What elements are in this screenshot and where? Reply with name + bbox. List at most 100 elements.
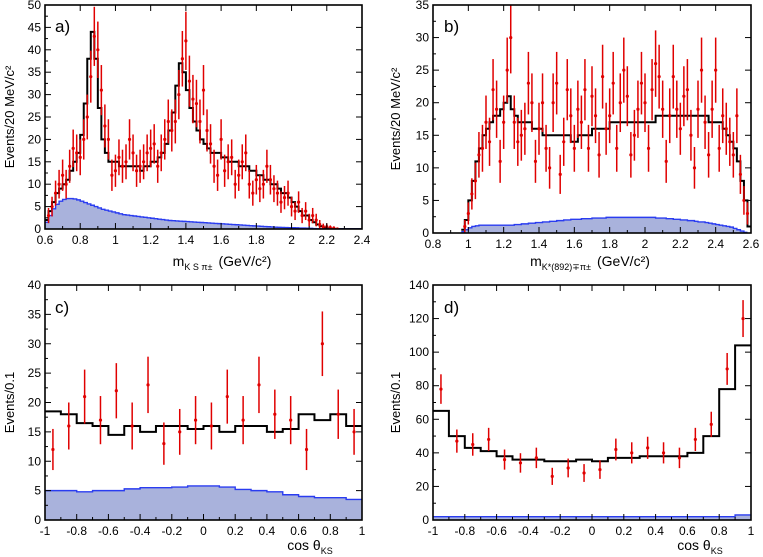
- data-point: [455, 429, 459, 453]
- y-tick-label: 30: [28, 337, 42, 351]
- y-tick-label: 25: [416, 63, 430, 77]
- data-point: [127, 119, 132, 160]
- data-point: [286, 180, 290, 206]
- data-point: [502, 449, 507, 470]
- data-point: [604, 102, 608, 155]
- data-point: [615, 124, 619, 172]
- data-point: [293, 202, 297, 221]
- data-point: [311, 207, 315, 224]
- data-point: [728, 117, 732, 166]
- data-point: [439, 374, 443, 404]
- data-point: [170, 109, 174, 152]
- data-point: [57, 169, 61, 199]
- fit-histogram: [45, 30, 362, 229]
- data-point: [495, 80, 499, 138]
- data-point: [735, 88, 739, 144]
- data-point: [233, 169, 237, 199]
- data-point: [282, 185, 287, 210]
- data-point: [646, 436, 650, 459]
- data-point: [533, 139, 538, 183]
- data-point: [572, 124, 576, 172]
- y-tick-label: 5: [34, 484, 41, 498]
- data-point: [304, 202, 308, 221]
- data-point: [247, 169, 251, 199]
- data-point: [650, 59, 654, 121]
- data-point: [502, 95, 506, 149]
- x-tick-label: 0.4: [259, 524, 276, 538]
- data-point: [544, 124, 548, 172]
- y-axis-label: Events/0.1: [2, 372, 17, 433]
- data-point: [114, 363, 118, 419]
- y-tick-label: 120: [409, 312, 429, 326]
- data-point: [110, 159, 114, 191]
- x-tick-label: 1.8: [601, 237, 618, 251]
- background-histogram: [45, 197, 362, 229]
- x-tick-label: 2.4: [707, 237, 724, 251]
- x-tick-label: 0.2: [227, 524, 244, 538]
- data-point: [289, 196, 294, 217]
- data-point: [320, 311, 324, 377]
- x-tick-label: -0.2: [550, 524, 571, 538]
- y-tick-label: 0: [422, 513, 429, 527]
- data-point: [265, 149, 269, 183]
- y-tick-label: 5: [34, 200, 41, 214]
- y-axis-label: Events/20 MeV/c²: [388, 67, 403, 170]
- x-tick-label: 2: [288, 233, 295, 247]
- y-tick-label: 15: [28, 155, 42, 169]
- data-point: [89, 50, 93, 103]
- axes-frame: [44, 284, 363, 521]
- x-axis-label: cos θKS: [677, 537, 722, 556]
- data-point: [201, 65, 206, 116]
- data-point: [145, 134, 149, 172]
- data-point: [639, 51, 644, 115]
- data-point: [565, 59, 569, 121]
- data-point: [68, 149, 72, 183]
- data-point: [668, 88, 672, 144]
- x-tick-label: 1.8: [248, 233, 265, 247]
- data-point: [187, 55, 192, 107]
- data-point: [509, 5, 513, 74]
- y-tick-label: 0: [34, 222, 41, 236]
- data-point: [742, 186, 746, 215]
- fit-histogram: [433, 344, 751, 463]
- data-point: [318, 220, 322, 229]
- data-point: [618, 73, 622, 133]
- data-point: [92, 6, 96, 66]
- x-tick-label: 0.8: [72, 233, 89, 247]
- x-axis-label: mK S π± (GeV/c²): [173, 253, 272, 272]
- x-tick-label: 2.6: [743, 237, 760, 251]
- data-point: [516, 117, 520, 166]
- data-point: [50, 196, 54, 217]
- y-tick-label: 30: [28, 88, 42, 102]
- data-point: [113, 154, 118, 187]
- data-point: [555, 51, 559, 115]
- x-axis-label: cos θKS: [287, 537, 332, 556]
- y-tick-label: 40: [28, 43, 42, 57]
- data-point: [230, 139, 234, 176]
- data-point: [518, 453, 523, 473]
- data-point: [173, 99, 177, 144]
- data-point: [106, 119, 110, 160]
- data-point: [225, 369, 229, 424]
- data-point: [473, 162, 477, 200]
- data-point: [714, 37, 718, 103]
- axes-frame: [44, 4, 363, 230]
- data-point: [191, 74, 195, 124]
- x-tick-label: -0.2: [161, 524, 182, 538]
- data-point: [297, 191, 301, 213]
- y-tick-label: 50: [28, 0, 42, 12]
- data-point: [142, 144, 146, 180]
- data-point: [98, 396, 103, 445]
- panel-d: -1 -0.8 -0.6 -0.4 -0.2 0 0.2 0.4 0.6 0.8 1 0 20 40 60 8…: [388, 278, 755, 556]
- fit-histogram: [45, 410, 362, 436]
- data-point: [177, 69, 181, 120]
- y-axis-label: Events/20 MeV/c²: [2, 65, 17, 168]
- data-point: [550, 467, 554, 485]
- data-point: [138, 149, 142, 183]
- data-point: [643, 73, 647, 133]
- y-tick-label: 10: [416, 161, 430, 175]
- data-point: [699, 37, 704, 103]
- data-point: [576, 80, 580, 138]
- x-tick-label: -0.4: [130, 524, 151, 538]
- y-tick-label: 0: [34, 513, 41, 527]
